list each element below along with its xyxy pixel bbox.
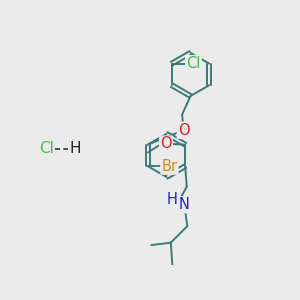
Text: N: N xyxy=(179,197,190,212)
Text: O: O xyxy=(160,136,172,152)
Text: Cl: Cl xyxy=(39,141,54,156)
Text: H: H xyxy=(69,141,81,156)
Text: O: O xyxy=(178,123,189,138)
Text: H: H xyxy=(167,192,178,207)
Text: Cl: Cl xyxy=(186,56,201,71)
Text: Br: Br xyxy=(161,159,177,174)
